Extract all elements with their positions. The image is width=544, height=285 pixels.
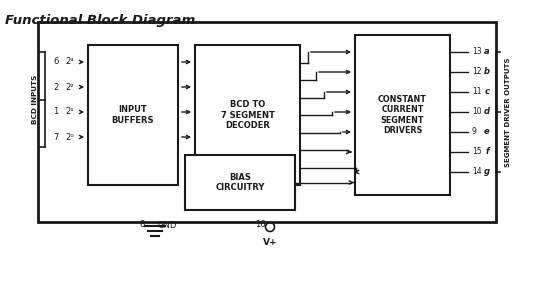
Text: CONSTANT
CURRENT
SEGMENT
DRIVERS: CONSTANT CURRENT SEGMENT DRIVERS	[378, 95, 427, 135]
Bar	[38, 22, 496, 222]
Text: d: d	[484, 107, 490, 117]
Text: 13: 13	[472, 48, 481, 56]
Text: Functional Block Diagram: Functional Block Diagram	[5, 14, 195, 27]
Text: 9: 9	[472, 127, 477, 137]
Text: BCD INPUTS: BCD INPUTS	[32, 75, 38, 124]
Text: a: a	[484, 48, 490, 56]
Text: g: g	[484, 168, 490, 176]
Text: INPUT
BUFFERS: INPUT BUFFERS	[112, 105, 154, 125]
Text: 2¹: 2¹	[66, 107, 75, 117]
Text: BCD TO
7 SEGMENT
DECODER: BCD TO 7 SEGMENT DECODER	[220, 100, 274, 130]
Text: 2²: 2²	[66, 82, 74, 91]
Text: 10: 10	[472, 107, 481, 117]
Text: SEGMENT DRIVER OUTPUTS: SEGMENT DRIVER OUTPUTS	[505, 57, 511, 167]
Text: 1: 1	[53, 107, 59, 117]
Bar	[185, 155, 295, 210]
Bar	[88, 45, 178, 185]
Text: b: b	[484, 68, 490, 76]
Text: 7: 7	[53, 133, 59, 141]
Text: 16: 16	[255, 220, 266, 229]
Text: 2⁰: 2⁰	[66, 133, 75, 141]
Bar	[195, 45, 300, 185]
Text: c: c	[485, 87, 490, 97]
Text: 14: 14	[472, 168, 481, 176]
Text: 15: 15	[472, 148, 481, 156]
Text: 6: 6	[53, 58, 59, 66]
Text: 8: 8	[140, 220, 145, 229]
Text: BIAS
CIRCUITRY: BIAS CIRCUITRY	[215, 173, 265, 192]
Text: f: f	[485, 148, 489, 156]
Text: e: e	[484, 127, 490, 137]
Text: 2: 2	[53, 82, 59, 91]
Text: V+: V+	[263, 238, 277, 247]
Bar	[355, 35, 450, 195]
Text: 2³: 2³	[66, 58, 75, 66]
Text: 11: 11	[472, 87, 481, 97]
Text: GND: GND	[158, 221, 177, 230]
Text: 12: 12	[472, 68, 481, 76]
